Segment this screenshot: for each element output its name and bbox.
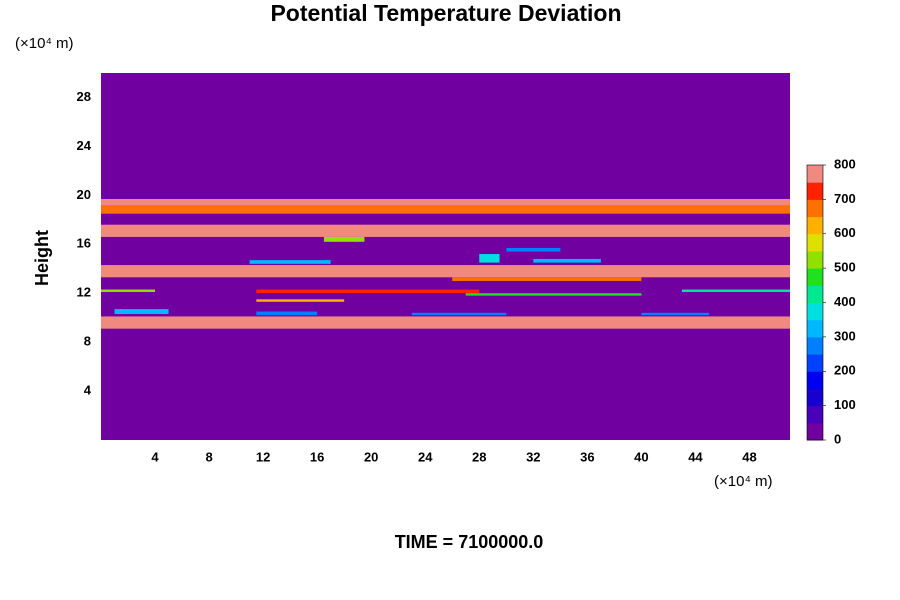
colorbar-swatch [807, 422, 823, 441]
colorbar-swatch [807, 388, 823, 407]
colorbar-swatch [807, 199, 823, 218]
contour-band [506, 247, 561, 252]
colorbar-tick-label: 400 [834, 294, 856, 309]
contour-band [256, 311, 318, 316]
x-tick-label: 20 [364, 449, 378, 464]
colorbar-tick-label: 200 [834, 363, 856, 378]
x-tick-label: 28 [472, 449, 486, 464]
colorbar-swatch [807, 268, 823, 286]
contour-band [641, 312, 709, 316]
contour-band [101, 289, 156, 292]
colorbar-swatch [807, 233, 823, 252]
y-tick-label: 12 [77, 285, 91, 300]
x-tick-label: 8 [205, 449, 212, 464]
colorbar-tick-label: 300 [834, 328, 856, 343]
x-tick-label: 40 [634, 449, 648, 464]
colorbar-tick-label: 800 [834, 156, 856, 171]
y-tick-label: 4 [84, 383, 92, 398]
contour-band [101, 224, 790, 237]
contour-band [479, 254, 500, 263]
x-tick-label: 12 [256, 449, 270, 464]
x-unit: (×10⁴ m) [714, 473, 773, 490]
colorbar-tick-label: 700 [834, 191, 856, 206]
colorbar-swatch [807, 371, 823, 389]
colorbar-swatch [807, 250, 823, 269]
x-tick-label: 36 [580, 449, 594, 464]
contour-band [533, 258, 601, 263]
field-background [101, 73, 790, 440]
colorbar-swatch [807, 165, 823, 183]
colorbar-tick-label: 600 [834, 225, 856, 240]
colorbar-swatch [807, 405, 823, 424]
x-tick-label: 24 [418, 449, 433, 464]
contour-band [256, 299, 345, 302]
contour-band [323, 236, 365, 242]
x-tick-label: 4 [151, 449, 159, 464]
colorbar-swatch [807, 216, 823, 235]
chart-title: Potential Temperature Deviation [270, 0, 621, 26]
contour-band [101, 199, 790, 206]
contour-band [114, 309, 169, 314]
footer: TIME = 7100000.0 [395, 532, 544, 552]
colorbar-swatch [807, 319, 823, 338]
contour-band [452, 277, 642, 281]
x-tick-label: 44 [688, 449, 703, 464]
y-tick-label: 28 [77, 89, 91, 104]
contour-band [249, 260, 331, 264]
contour-band [411, 312, 507, 316]
colorbar-tick-label: 100 [834, 397, 856, 412]
colorbar-swatch [807, 336, 823, 355]
colorbar-swatch [807, 285, 823, 303]
colorbar-swatch [807, 354, 823, 372]
contour-band [681, 289, 790, 292]
colorbar-swatch [807, 182, 823, 200]
y-axis-label: Height [32, 230, 52, 286]
y-tick-label: 16 [77, 236, 91, 251]
y-tick-label: 24 [77, 138, 92, 153]
x-tick-label: 16 [310, 449, 324, 464]
contour-band [465, 293, 642, 296]
y-tick-label: 20 [77, 187, 91, 202]
contour-band [101, 265, 790, 278]
colorbar-swatch [807, 302, 823, 321]
contour-band [101, 316, 790, 329]
x-tick-label: 48 [742, 449, 756, 464]
contour-band [256, 289, 480, 294]
colorbar-tick-label: 500 [834, 260, 856, 275]
colorbar-tick-label: 0 [834, 431, 841, 446]
y-tick-label: 8 [84, 334, 91, 349]
y-unit: (×10⁴ m) [15, 35, 74, 52]
x-tick-label: 32 [526, 449, 540, 464]
